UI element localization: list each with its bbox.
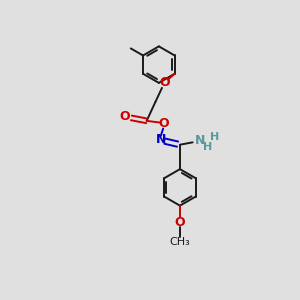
Text: H: H bbox=[210, 132, 219, 142]
Text: O: O bbox=[158, 117, 169, 130]
Text: O: O bbox=[159, 76, 170, 89]
Text: O: O bbox=[175, 216, 185, 229]
Text: O: O bbox=[120, 110, 130, 123]
Text: N: N bbox=[194, 134, 205, 147]
Text: N: N bbox=[156, 133, 166, 146]
Text: CH₃: CH₃ bbox=[169, 237, 190, 247]
Text: H: H bbox=[203, 142, 212, 152]
